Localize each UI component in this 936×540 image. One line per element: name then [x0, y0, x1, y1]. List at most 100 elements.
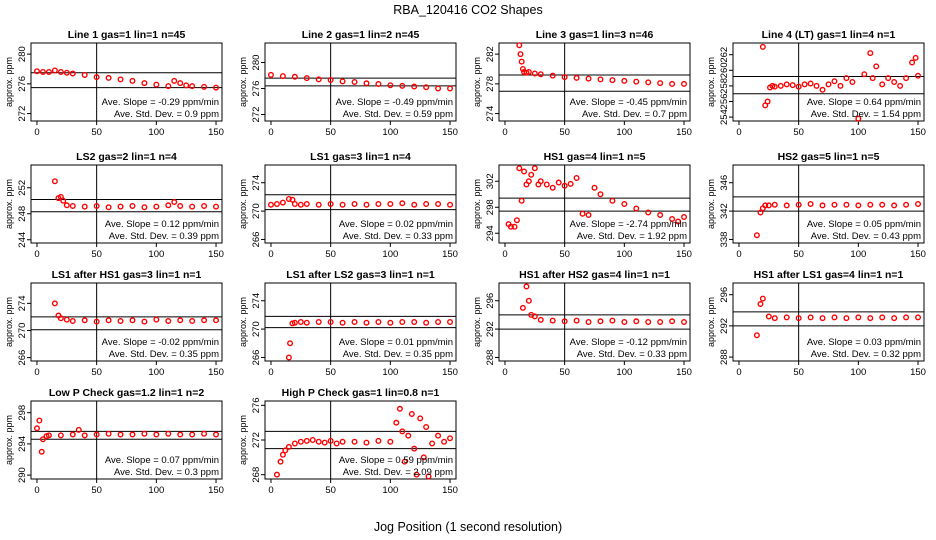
x-tick-label: 150	[208, 127, 224, 138]
data-point	[525, 297, 532, 304]
y-tick-label: 274	[17, 295, 28, 311]
data-point	[657, 212, 664, 219]
data-point	[411, 445, 418, 452]
data-point	[387, 438, 394, 445]
data-point	[297, 201, 304, 208]
y-tick-label: 296	[719, 287, 730, 303]
data-point	[303, 75, 310, 82]
x-tick-label: 150	[910, 367, 926, 378]
x-tick-label: 150	[208, 249, 224, 260]
plot-frame	[732, 282, 925, 362]
data-point	[285, 443, 292, 450]
data-point	[765, 202, 772, 209]
x-tick-label: 150	[442, 127, 458, 138]
x-tick-label: 150	[676, 249, 692, 260]
data-point	[423, 319, 430, 326]
data-point	[351, 438, 358, 445]
data-point	[819, 86, 826, 93]
data-point	[57, 432, 64, 439]
y-tick-label: 272	[17, 106, 28, 122]
panel-title: Line 3 gas=1 lin=3 n=46	[536, 29, 654, 41]
data-point	[273, 200, 280, 207]
x-tick-label: 100	[148, 367, 164, 378]
panel-9: LS1 after HS1 gas=3 lin=1 n=1 0 50 100 150 26…	[4, 269, 224, 378]
data-point	[771, 315, 778, 322]
std-dev-annotation: Ave. Std. Dev. = 0.43 ppm	[811, 231, 921, 242]
data-point	[81, 71, 88, 78]
y-axis-label: approx. ppm	[4, 57, 14, 107]
data-point	[513, 217, 520, 224]
data-point	[117, 317, 124, 324]
data-point	[171, 77, 178, 84]
std-dev-annotation: Ave. Std. Dev. = 0.35 ppm	[343, 349, 453, 360]
data-point	[177, 202, 184, 209]
y-tick-label: 248	[17, 206, 28, 222]
y-axis-label: approx. ppm	[238, 297, 248, 347]
x-tick-label: 0	[268, 485, 273, 496]
data-point	[435, 319, 442, 326]
y-axis-label: approx. ppm	[706, 297, 716, 347]
x-tick-label: 100	[850, 249, 866, 260]
data-point	[591, 184, 598, 191]
data-point	[177, 431, 184, 438]
data-point	[129, 202, 136, 209]
data-point	[597, 191, 604, 198]
data-point	[855, 115, 862, 122]
data-point	[531, 313, 538, 320]
y-tick-label: 294	[485, 225, 496, 241]
y-axis-label: approx. ppm	[706, 179, 716, 229]
data-point	[423, 84, 430, 91]
y-tick-label: 268	[251, 467, 262, 483]
data-point	[411, 83, 418, 90]
data-point	[363, 439, 370, 446]
y-tick-label: 290	[17, 467, 28, 483]
panel-title: High P Check gas=1 lin=0.8 n=1	[282, 387, 440, 399]
data-point	[831, 314, 838, 321]
data-point	[36, 417, 43, 424]
x-tick-label: 50	[325, 249, 336, 260]
y-axis-label: approx. ppm	[706, 57, 716, 107]
data-point	[531, 165, 538, 172]
data-point	[915, 72, 922, 79]
data-point	[93, 318, 100, 325]
data-point	[855, 314, 862, 321]
data-point	[105, 430, 112, 437]
data-point	[525, 68, 532, 75]
data-point	[869, 75, 876, 82]
data-point	[753, 332, 760, 339]
data-point	[423, 200, 430, 207]
x-tick-label: 150	[442, 367, 458, 378]
data-point	[363, 319, 370, 326]
data-point	[201, 317, 208, 324]
y-axis-label: approx. ppm	[238, 179, 248, 229]
data-point	[807, 200, 814, 207]
data-point	[189, 203, 196, 210]
data-point	[375, 319, 382, 326]
x-tick-label: 0	[34, 367, 39, 378]
data-point	[537, 178, 544, 185]
data-point	[831, 78, 838, 85]
y-tick-label: 276	[17, 76, 28, 92]
x-tick-label: 50	[793, 127, 804, 138]
data-point	[81, 203, 88, 210]
data-point	[849, 78, 856, 85]
data-point	[597, 318, 604, 325]
data-point	[309, 437, 316, 444]
slope-annotation: Ave. Slope = -0.29 ppm/min	[102, 97, 219, 108]
y-axis-label: approx. ppm	[238, 57, 248, 107]
data-point	[69, 202, 76, 209]
data-point	[351, 200, 358, 207]
data-series	[753, 295, 922, 339]
data-point	[891, 202, 898, 209]
data-point	[915, 200, 922, 207]
panel-7: HS1 gas=4 lin=1 n=5 0 50 100 150 294 298 302app…	[472, 151, 692, 260]
panel-2: Line 2 gas=1 lin=2 n=45 0 50 100 150 272 276 28…	[238, 29, 458, 138]
y-tick-label: 296	[485, 293, 496, 309]
data-point	[764, 98, 771, 105]
data-point	[435, 85, 442, 92]
data-point	[291, 73, 298, 80]
x-tick-label: 50	[91, 249, 102, 260]
data-point	[399, 319, 406, 326]
y-tick-label: 260	[719, 62, 730, 78]
data-point	[291, 200, 298, 207]
